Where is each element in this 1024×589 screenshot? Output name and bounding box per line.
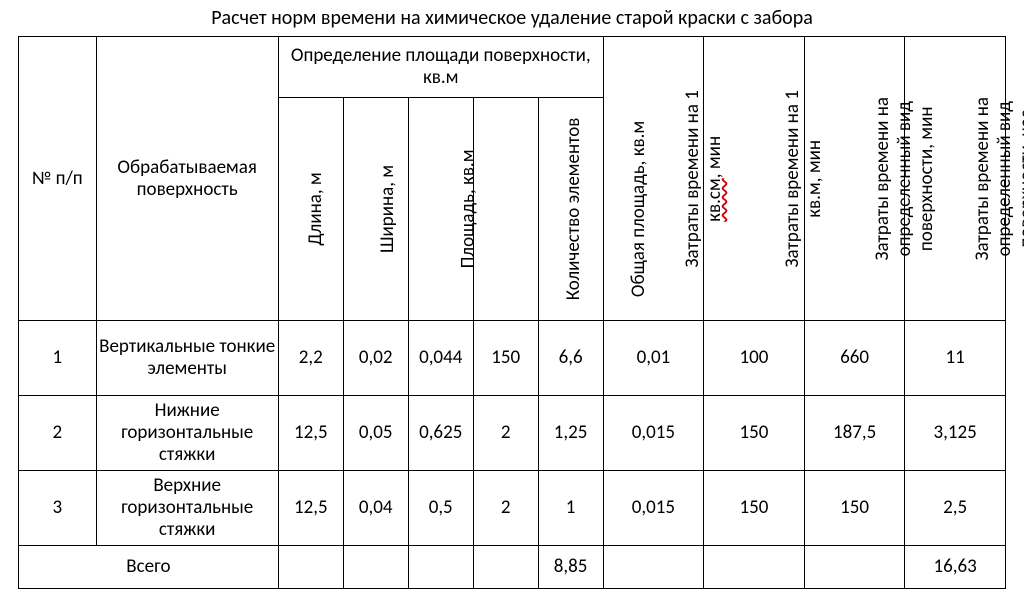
cell-total-area: 1,25 [538, 396, 603, 471]
total-blank [804, 546, 905, 589]
cell-t-total-hr: 2,5 [905, 471, 1006, 546]
table-row: 1 Вертикальные тонкие элементы 2,2 0,02 … [19, 321, 1006, 396]
cell-num: 2 [19, 396, 97, 471]
col-width: Ширина, м [343, 98, 408, 321]
cell-count: 2 [473, 471, 538, 546]
cell-t-total-hr: 11 [905, 321, 1006, 396]
total-blank [704, 546, 805, 589]
cell-surface: Нижние горизонтальные стяжки [96, 396, 278, 471]
cell-t-per-m2: 100 [704, 321, 805, 396]
cell-surface: Вертикальные тонкие элементы [96, 321, 278, 396]
cell-t-per-cm2: 0,015 [603, 471, 704, 546]
cell-count: 150 [473, 321, 538, 396]
col-length: Длина, м [278, 98, 343, 321]
cell-t-total-min: 150 [804, 471, 905, 546]
cell-t-per-m2: 150 [704, 471, 805, 546]
page-title: Расчет норм времени на химическое удален… [18, 6, 1006, 30]
cell-width: 0,02 [343, 321, 408, 396]
total-total-area: 8,85 [538, 546, 603, 589]
norms-table: № п/п Обрабатываемая поверхность Определ… [18, 36, 1006, 589]
cell-length: 2,2 [278, 321, 343, 396]
total-blank [343, 546, 408, 589]
total-blank [278, 546, 343, 589]
cell-t-per-cm2: 0,01 [603, 321, 704, 396]
cell-surface: Верхние горизонтальные стяжки [96, 471, 278, 546]
cell-count: 2 [473, 396, 538, 471]
cell-area: 0,5 [408, 471, 473, 546]
table-total-row: Всего 8,85 16,63 [19, 546, 1006, 589]
cell-area: 0,625 [408, 396, 473, 471]
cell-area: 0,044 [408, 321, 473, 396]
cell-total-area: 1 [538, 471, 603, 546]
total-label: Всего [19, 546, 279, 589]
col-t-per-cm2: Затраты времени на 1 кв.см, мин [603, 37, 704, 321]
total-blank [473, 546, 538, 589]
cell-t-per-cm2: 0,015 [603, 396, 704, 471]
col-surface: Обрабатываемая поверхность [96, 37, 278, 321]
cell-num: 3 [19, 471, 97, 546]
cell-t-total-min: 660 [804, 321, 905, 396]
cell-t-per-m2: 150 [704, 396, 805, 471]
col-num: № п/п [19, 37, 97, 321]
col-t-per-cm2-mid: кв.см [703, 178, 726, 222]
table-row: 2 Нижние горизонтальные стяжки 12,5 0,05… [19, 396, 1006, 471]
cell-t-total-min: 187,5 [804, 396, 905, 471]
total-blank [408, 546, 473, 589]
col-t-per-cm2-post: , мин [703, 136, 726, 178]
cell-length: 12,5 [278, 471, 343, 546]
col-area-group: Определение площади поверхности, кв.м [278, 37, 603, 98]
col-area: Площадь, кв.м [408, 98, 473, 321]
table-row: 3 Верхние горизонтальные стяжки 12,5 0,0… [19, 471, 1006, 546]
cell-t-total-hr: 3,125 [905, 396, 1006, 471]
col-count: Количество элементов [473, 98, 538, 321]
cell-width: 0,05 [343, 396, 408, 471]
col-t-per-cm2-pre: Затраты времени на 1 [681, 90, 704, 267]
cell-num: 1 [19, 321, 97, 396]
cell-width: 0,04 [343, 471, 408, 546]
total-blank [603, 546, 704, 589]
total-t-total-hr: 16,63 [905, 546, 1006, 589]
cell-length: 12,5 [278, 396, 343, 471]
cell-total-area: 6,6 [538, 321, 603, 396]
